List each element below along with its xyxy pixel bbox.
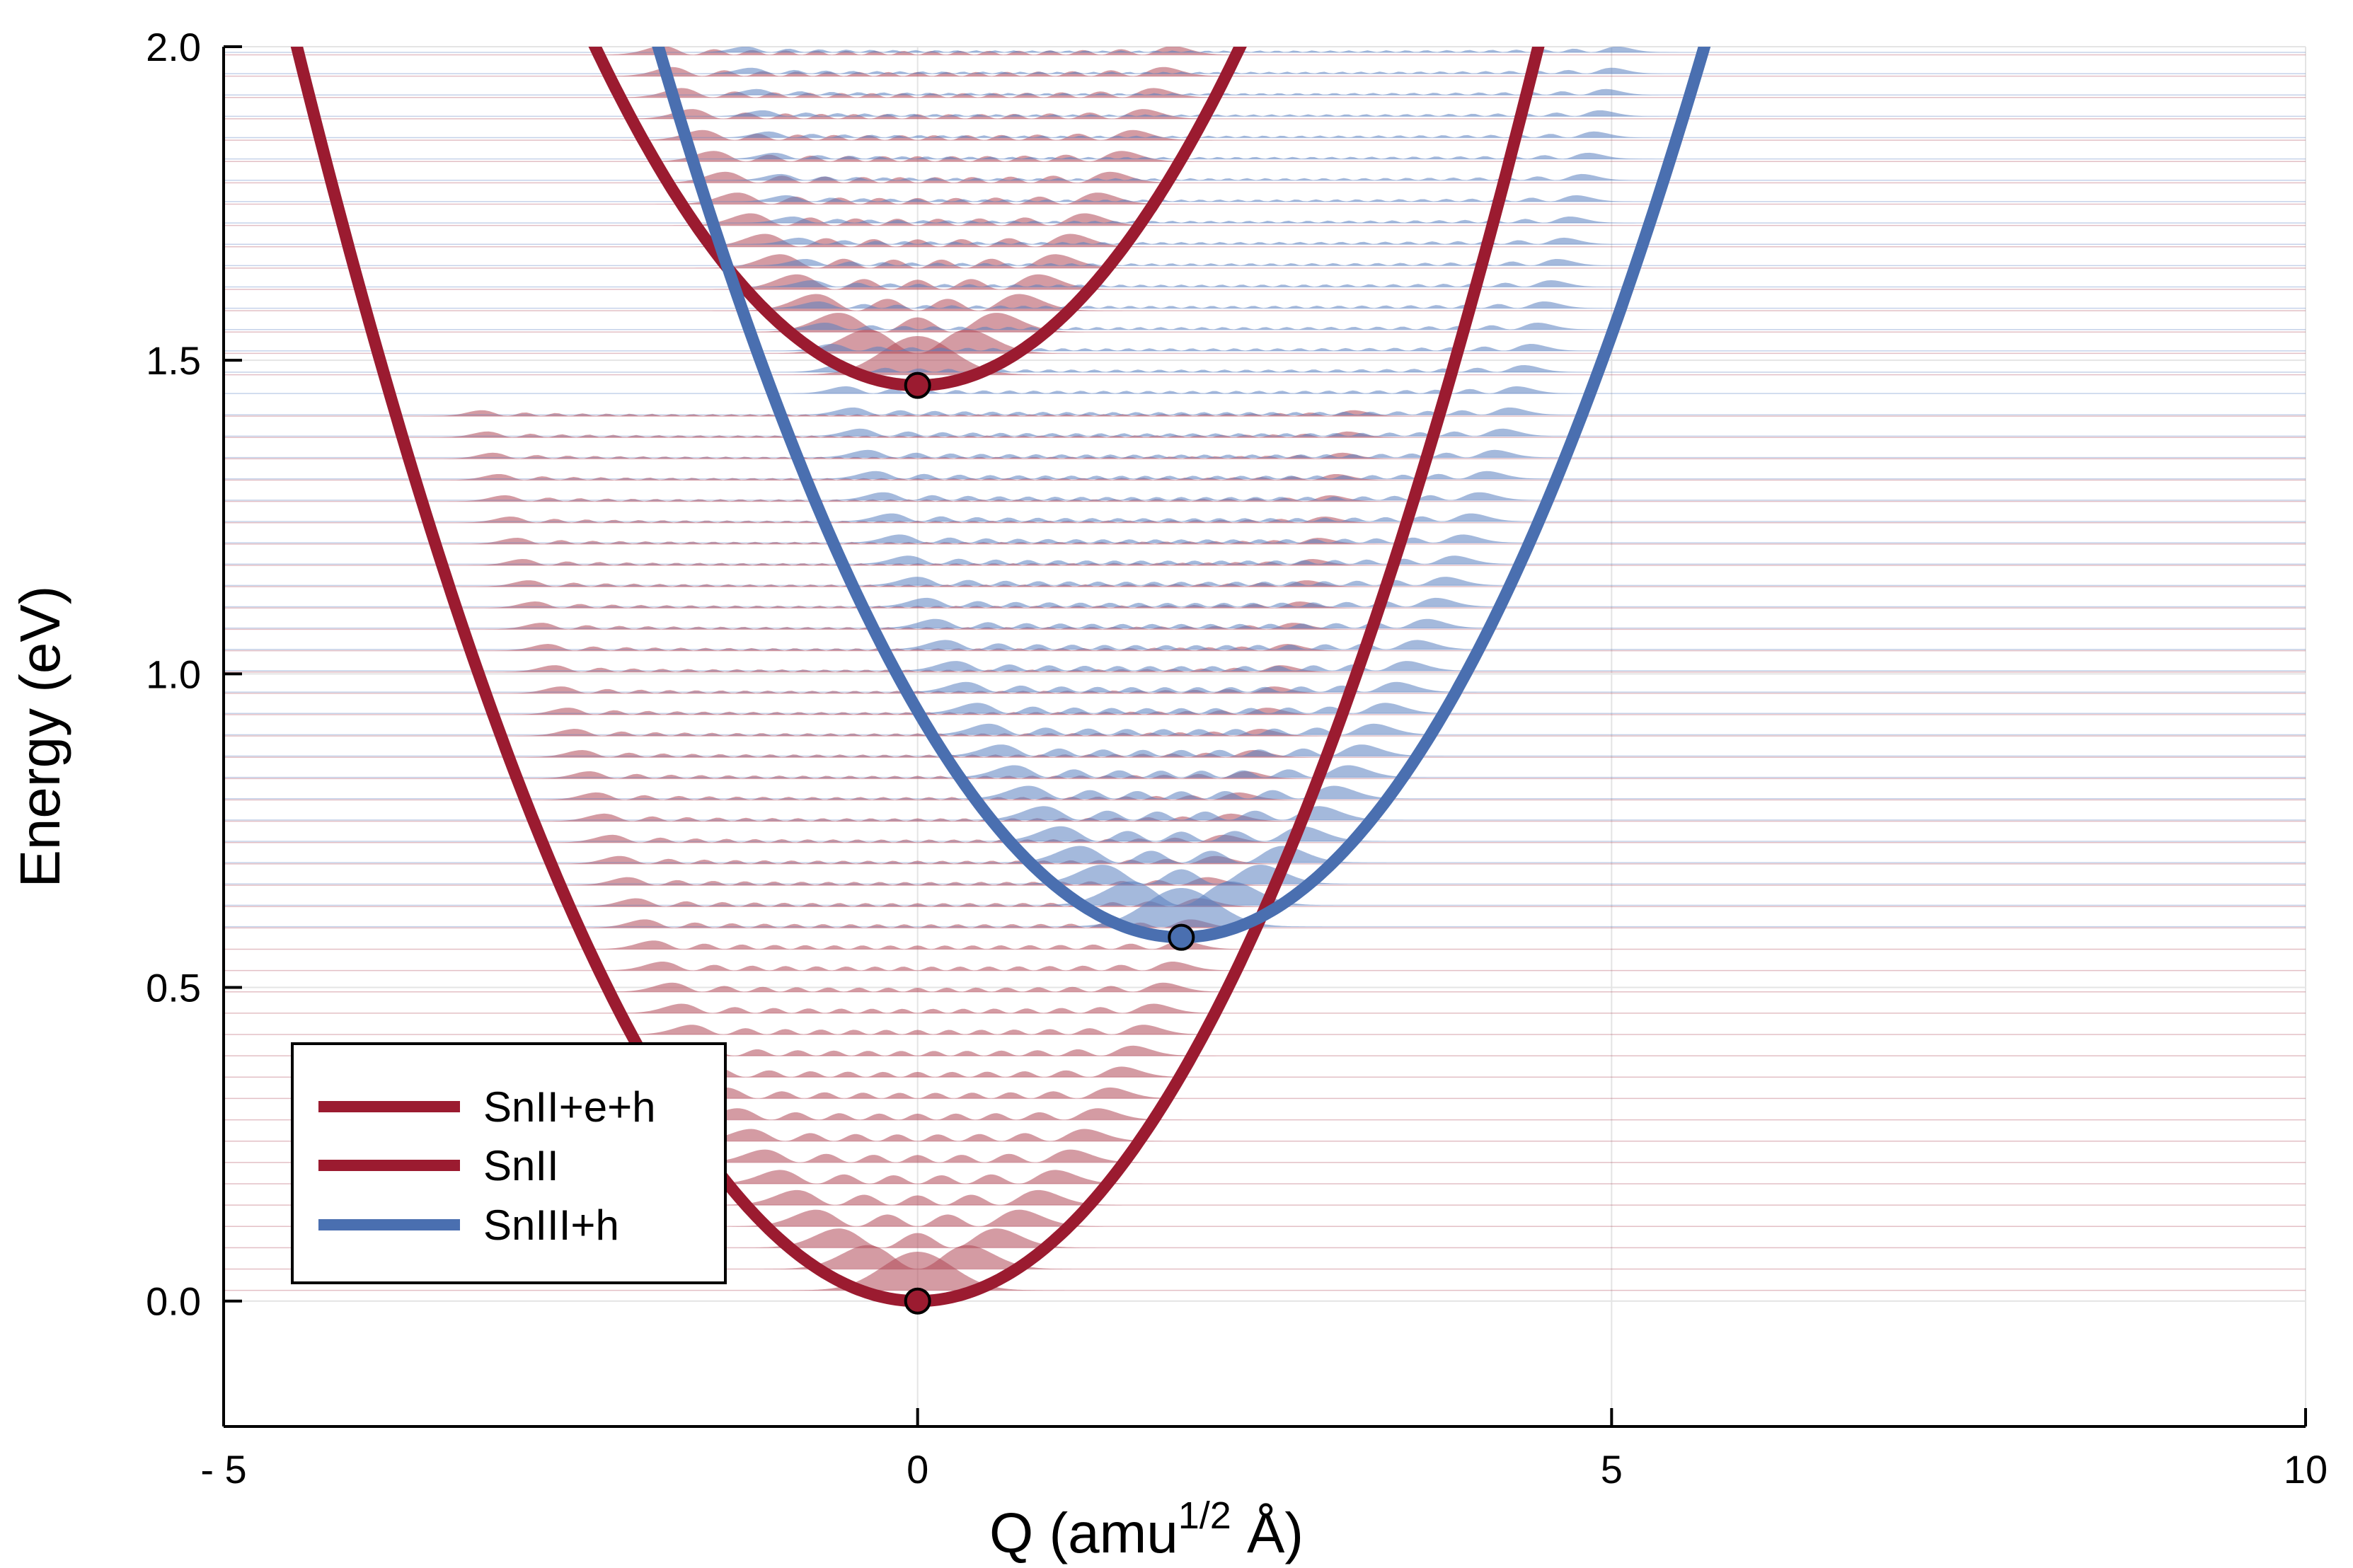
wavefunction-0	[718, 336, 1118, 375]
wavefunction-38	[592, 110, 1770, 117]
y-tick-label-1: 0.5	[146, 966, 201, 1010]
wavefunction-28	[654, 323, 1709, 330]
x-axis-title: Q (amu1/2 Å)	[989, 1494, 1304, 1564]
minimum-markers	[904, 371, 1195, 1315]
legend-entry-snii-e-h: SnII+e+h	[318, 1083, 656, 1131]
wavefunction-0	[981, 888, 1381, 927]
wavefunction-2	[656, 313, 1180, 333]
y-tick-label-4: 2.0	[146, 25, 201, 69]
wavefunction-18	[727, 534, 1635, 543]
wavefunction-11	[791, 681, 1571, 693]
wavefunction-17	[735, 555, 1627, 565]
wavefunction-23	[689, 428, 1674, 437]
wavefunction-14	[762, 618, 1601, 628]
wavefunction-34	[616, 195, 1747, 202]
wavefunction-19	[719, 513, 1644, 521]
wavefunction-7	[838, 765, 1525, 778]
wavefunction-4	[881, 826, 1481, 841]
grid	[223, 46, 2306, 1426]
wavefunction-21	[703, 471, 1659, 479]
wavefunction-10	[802, 703, 1560, 714]
minimum-marker-snii	[904, 1287, 931, 1315]
x-tick-label-1: 0	[907, 1447, 928, 1492]
minimum-marker-snii-e-h	[904, 371, 931, 399]
wavefunction-8	[561, 192, 1274, 204]
wavefunction-10	[539, 1066, 1297, 1078]
wavefunction-12	[781, 661, 1582, 671]
wavefunction-3	[635, 1209, 1200, 1227]
wavefunction-20	[711, 492, 1652, 500]
wavefunction-8	[825, 744, 1538, 756]
wavefunction-26	[667, 365, 1696, 372]
wavefunction-16	[481, 940, 1355, 950]
y-tick-label-0: 0.0	[146, 1279, 201, 1324]
wavefunction-4	[618, 1189, 1218, 1206]
wavefunction-2	[919, 865, 1443, 884]
wavefunction-35	[610, 173, 1753, 180]
wavefunction-15	[489, 47, 1346, 55]
wavefunction-25	[674, 386, 1688, 394]
wavefunction-24	[681, 407, 1681, 415]
wavefunction-16	[744, 577, 1618, 586]
wavefunction-29	[648, 301, 1715, 309]
wavefunction-4	[618, 274, 1218, 289]
wavefunction-30	[641, 280, 1722, 287]
y-tick-label-3: 1.5	[146, 338, 201, 383]
wavefunction-12	[517, 1025, 1318, 1034]
wavefunction-39	[323, 452, 1512, 459]
wavefunction-19	[455, 877, 1380, 886]
wavefunction-37	[599, 131, 1764, 138]
legend: SnII+e+h SnII SnIII+h	[291, 1042, 727, 1284]
wavefunction-41	[312, 410, 1523, 417]
wavefunction-8	[561, 1108, 1274, 1120]
wavefunction-9	[813, 723, 1549, 735]
wavefunction-14	[498, 982, 1337, 992]
wavefunction-6	[587, 1149, 1248, 1163]
wavefunction-7	[574, 1129, 1261, 1141]
wavefunctions-sniii-h	[224, 47, 2306, 928]
wavefunction-6	[851, 785, 1512, 799]
legend-entry-snii: SnII	[318, 1142, 559, 1189]
wavefunction-22	[432, 813, 1403, 822]
wavefunction-31	[635, 259, 1728, 266]
legend-label-snii-e-h: SnII+e+h	[483, 1083, 656, 1131]
wavefunction-32	[628, 237, 1734, 245]
wavefunction-33	[358, 580, 1477, 587]
wavefunction-22	[696, 449, 1667, 458]
y-tick-label-2: 1.0	[146, 652, 201, 696]
legend-label-snii: SnII	[483, 1142, 559, 1189]
x-tick-labels: - 5 0 5 10	[200, 1447, 2328, 1492]
wavefunction-9	[550, 1087, 1286, 1099]
x-tick-label-3: 10	[2284, 1447, 2328, 1492]
wavefunction-33	[622, 217, 1741, 224]
wavefunction-15	[753, 597, 1610, 607]
wavefunction-39	[587, 88, 1776, 96]
wavefunction-2	[656, 1228, 1180, 1248]
wavefunction-5	[865, 806, 1497, 820]
wavefunction-20	[447, 855, 1388, 864]
legend-label-sniii-h: SnIII+h	[483, 1201, 619, 1249]
y-axis-title: Energy (eV)	[8, 586, 71, 888]
wavefunction-40	[582, 67, 1781, 74]
wavefunction-5	[602, 1170, 1233, 1184]
wavefunction-3	[899, 846, 1463, 863]
y-tick-labels: 0.0 0.5 1.0 1.5 2.0	[146, 25, 201, 1324]
vibrational-wavefunctions	[224, 47, 2306, 1291]
wavefunction-0	[718, 1252, 1118, 1291]
wavefunctions-snii	[224, 410, 2306, 1291]
wavefunction-41	[576, 47, 1787, 52]
minimum-marker-sniii-h	[1168, 923, 1195, 951]
wavefunction-36	[340, 517, 1495, 523]
legend-entry-sniii-h: SnIII+h	[318, 1201, 619, 1249]
x-tick-label-0: - 5	[200, 1447, 246, 1492]
wavefunction-3	[635, 294, 1200, 311]
wavefunction-15	[489, 962, 1346, 971]
wavefunction-13	[508, 1003, 1328, 1013]
x-tick-label-2: 5	[1601, 1447, 1623, 1492]
axes	[222, 45, 2307, 1428]
wavefunction-13	[771, 640, 1591, 650]
